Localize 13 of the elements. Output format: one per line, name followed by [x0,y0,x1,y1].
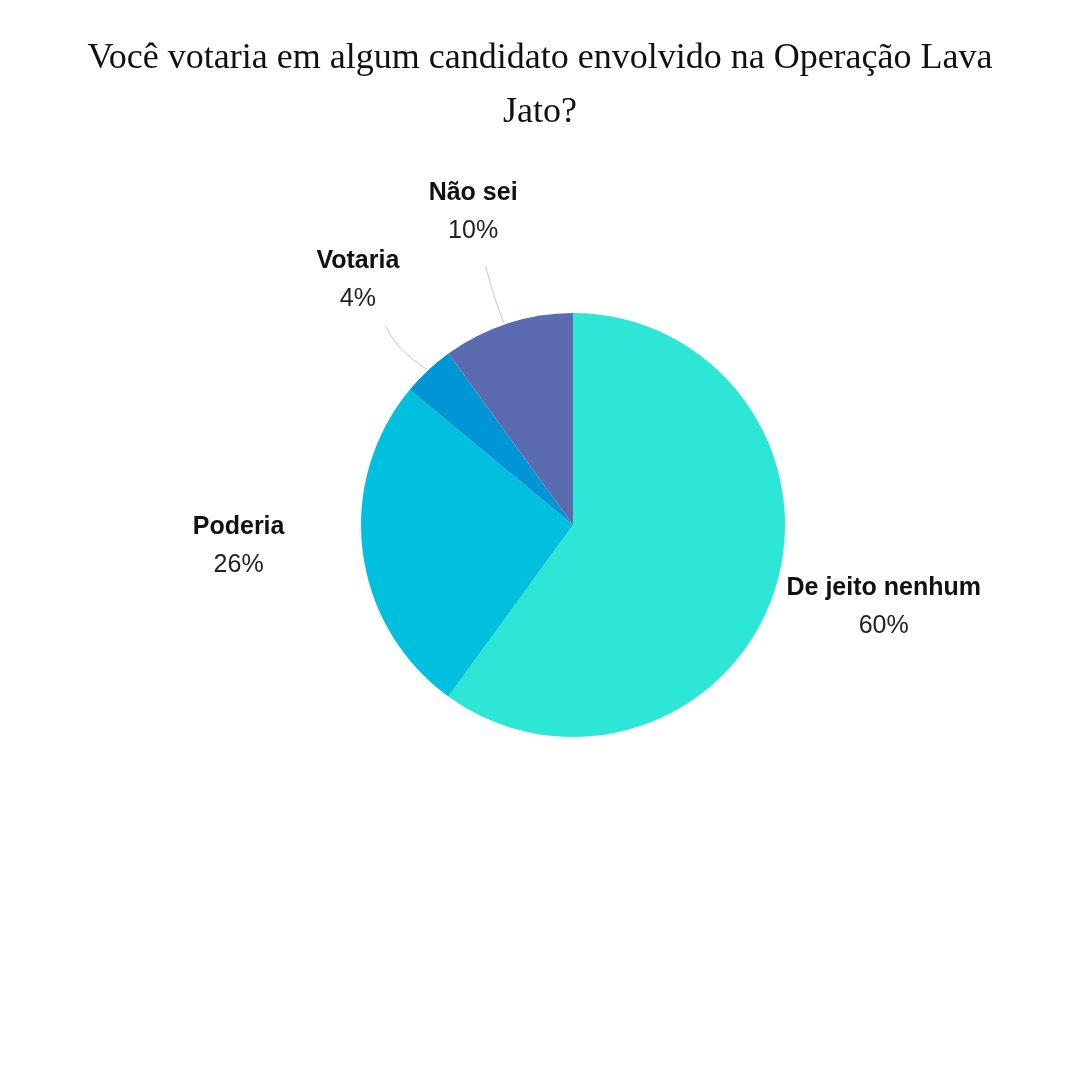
data-label: 4% [339,283,376,312]
slice-label: Votaria [316,245,401,274]
pie-slice [361,389,573,697]
slice-label: De jeito nenhum [786,571,981,600]
pie-slice [448,313,785,737]
pie-slice [409,353,573,525]
pie-slice [448,313,573,525]
data-label: 26% [213,548,264,577]
chart-title: Você votaria em algum candidato envolvido na Operação Lava Jato? [86,35,994,132]
slice-label: Não sei [428,177,518,206]
slice-label: Poderia [192,510,286,539]
data-label: 60% [858,609,909,638]
data-label: 10% [448,215,499,244]
